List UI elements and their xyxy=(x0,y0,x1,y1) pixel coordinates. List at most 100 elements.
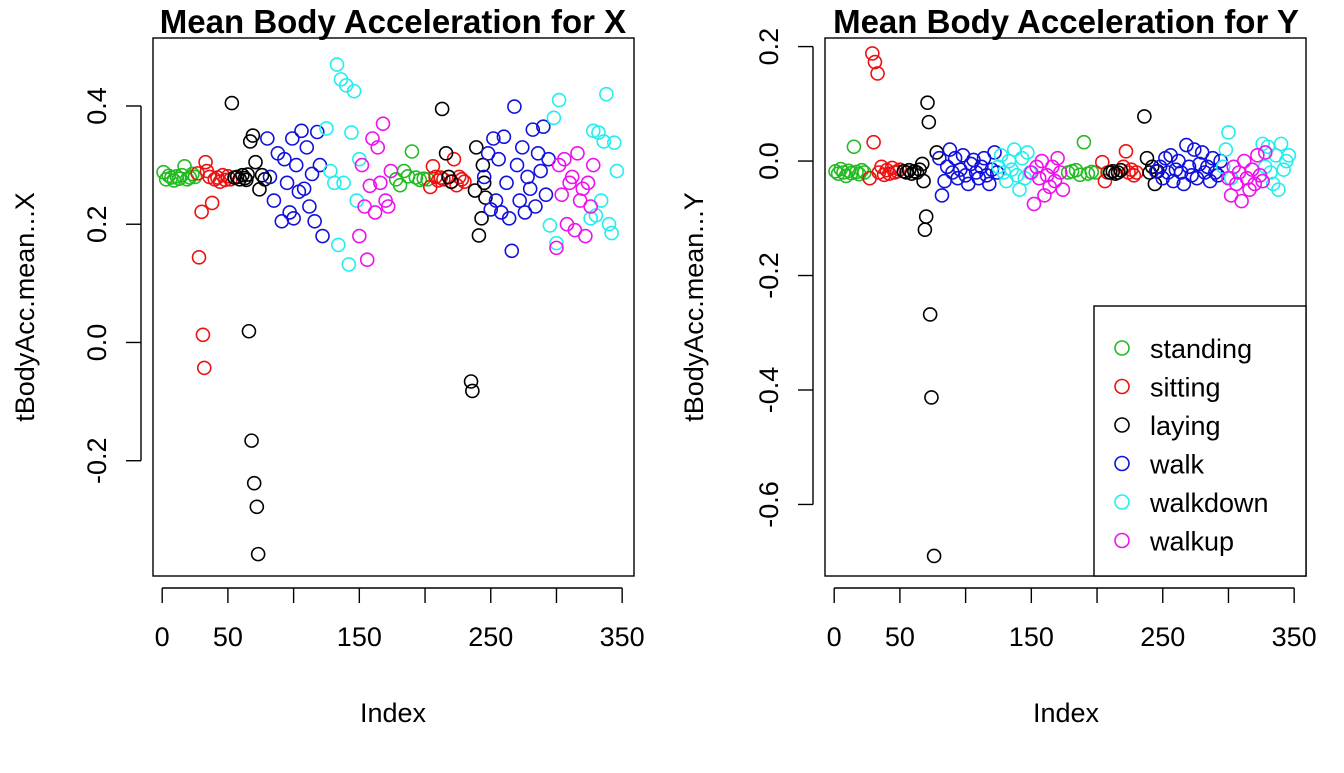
point-walkdown xyxy=(542,218,558,233)
point-laying xyxy=(1110,165,1126,180)
point-walkup xyxy=(359,252,375,268)
point-walkup xyxy=(367,205,383,220)
y-tick-label: -0.4 xyxy=(754,367,784,414)
point-walkdown xyxy=(327,175,342,191)
point-laying xyxy=(1137,109,1152,124)
point-walkup xyxy=(1026,196,1042,212)
point-laying xyxy=(468,140,484,155)
point-laying xyxy=(1113,162,1128,178)
point-laying xyxy=(244,433,259,448)
point-walkdown xyxy=(601,216,617,232)
x-axis-label: Index xyxy=(360,698,427,728)
point-laying xyxy=(252,182,267,197)
y-tick-label: 0.2 xyxy=(82,205,112,243)
point-walk xyxy=(496,129,512,145)
point-standing xyxy=(392,177,408,193)
point-walk xyxy=(285,131,300,146)
point-laying xyxy=(245,128,261,143)
legend-marker-standing xyxy=(1114,340,1130,356)
point-laying xyxy=(904,166,920,181)
point-walkup xyxy=(1255,173,1270,189)
point-walkup xyxy=(1234,193,1249,209)
point-sitting xyxy=(204,195,220,211)
point-sitting xyxy=(866,134,881,150)
point-walkup xyxy=(1247,176,1263,192)
y-tick-label: 0.0 xyxy=(754,142,784,180)
point-walkdown xyxy=(344,125,359,140)
point-laying xyxy=(239,172,254,188)
point-walk xyxy=(934,188,950,203)
y-tick-label: 0.2 xyxy=(754,28,784,66)
point-laying xyxy=(246,475,262,491)
point-walkdown xyxy=(319,121,334,136)
point-walkup xyxy=(1050,150,1065,166)
legend-label: standing xyxy=(1150,334,1252,364)
point-sitting xyxy=(870,66,885,81)
point-standing xyxy=(164,170,179,185)
point-laying xyxy=(237,170,253,186)
point-walk xyxy=(1205,150,1220,166)
point-walk xyxy=(987,145,1002,160)
point-laying xyxy=(249,499,265,515)
point-laying xyxy=(250,546,266,562)
points-layer xyxy=(828,46,1297,564)
point-sitting xyxy=(198,154,213,170)
point-walkdown xyxy=(1271,182,1286,197)
point-walkdown xyxy=(606,135,622,150)
y-tick-label: -0.2 xyxy=(82,437,112,484)
point-walkup xyxy=(1250,148,1265,163)
point-walkdown xyxy=(596,134,612,149)
legend-marker-laying xyxy=(1114,417,1130,433)
point-sitting xyxy=(1126,168,1142,183)
point-walk xyxy=(525,122,541,137)
point-walkdown xyxy=(609,163,625,179)
point-walk xyxy=(520,169,535,185)
x-tick-label: 0 xyxy=(155,622,170,652)
point-laying xyxy=(926,548,942,564)
point-sitting xyxy=(889,164,905,179)
point-walk xyxy=(277,151,292,167)
x-tick-label: 150 xyxy=(1009,622,1054,652)
point-walk xyxy=(501,211,517,226)
x-tick-label: 150 xyxy=(337,622,382,652)
point-walkdown xyxy=(1221,125,1236,140)
point-standing xyxy=(846,139,862,155)
point-walk xyxy=(486,131,501,146)
x-tick-label: 250 xyxy=(468,622,513,652)
point-walk xyxy=(307,213,322,229)
point-walk xyxy=(309,124,325,140)
point-laying xyxy=(444,174,459,189)
point-walkdown xyxy=(346,83,362,99)
point-walk xyxy=(1165,173,1181,189)
point-laying xyxy=(924,390,939,405)
point-walk xyxy=(528,199,543,214)
panel-y: Mean Body Acceleration for Y Index tBody… xyxy=(679,3,1317,728)
x-tick-label: 50 xyxy=(213,622,243,652)
x-tick-label: 50 xyxy=(885,622,915,652)
x-axis: 0 50 150 250 350 xyxy=(155,587,645,652)
point-walk xyxy=(932,150,947,166)
point-walk xyxy=(491,151,506,167)
point-laying xyxy=(254,167,270,183)
point-laying xyxy=(471,228,487,243)
point-walk xyxy=(286,211,301,226)
x-tick-label: 0 xyxy=(827,622,842,652)
point-sitting xyxy=(865,46,880,61)
point-laying xyxy=(232,171,248,187)
point-laying xyxy=(240,167,255,182)
legend-label: walkdown xyxy=(1149,488,1269,518)
point-laying xyxy=(921,114,937,130)
point-walkup xyxy=(578,228,593,244)
point-walkdown xyxy=(341,257,357,272)
point-sitting xyxy=(425,158,441,174)
point-standing xyxy=(185,166,200,182)
legend-label: walk xyxy=(1149,450,1205,480)
point-laying xyxy=(922,307,938,322)
point-walkup xyxy=(554,187,570,202)
point-walk xyxy=(538,187,554,202)
chart-title: Mean Body Acceleration for Y xyxy=(833,3,1299,40)
y-axis: -0.2 0.0 0.2 0.4 xyxy=(82,87,142,484)
point-walkup xyxy=(1052,165,1068,180)
point-walk xyxy=(260,131,275,146)
